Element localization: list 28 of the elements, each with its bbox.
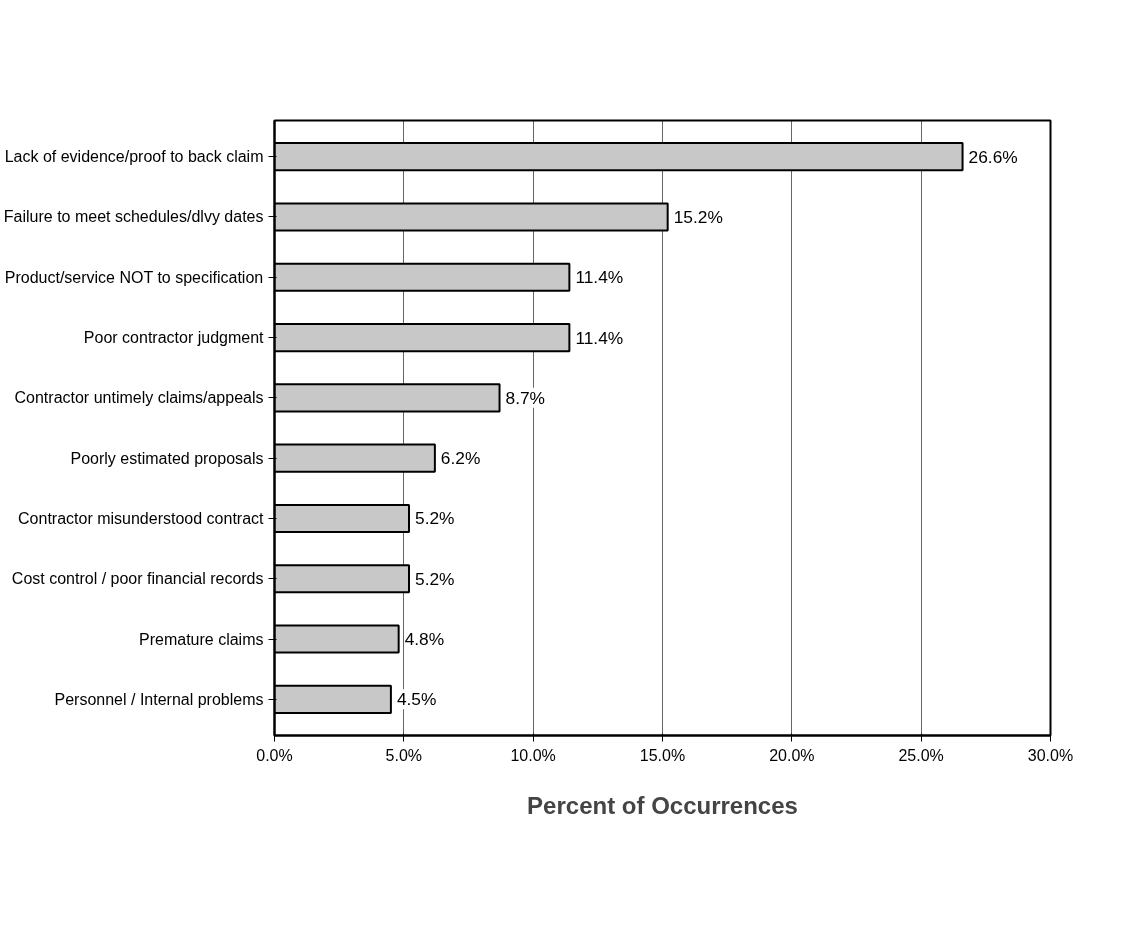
y-tick-label: Failure to meet schedules/dlvy dates — [3, 208, 264, 226]
y-tick-label: Product/service NOT to specification — [4, 268, 264, 286]
data-label: 26.6% — [968, 146, 1018, 167]
x-tick-label: 15.0% — [639, 746, 686, 764]
data-label: 11.4% — [575, 267, 624, 288]
x-tick-label: 30.0% — [1027, 746, 1074, 764]
x-tick-label: 25.0% — [898, 746, 944, 764]
x-tick-label: 10.0% — [510, 746, 556, 764]
x-tick-label: 5.0% — [385, 746, 423, 764]
data-label: 11.4% — [575, 327, 624, 348]
data-label: 4.8% — [404, 629, 445, 650]
x-axis-title: Percent of Occurrences — [527, 791, 798, 819]
y-tick-label: Contractor untimely claims/appeals — [14, 389, 264, 407]
y-tick-label: Contractor misunderstood contract — [18, 509, 265, 527]
data-label: 4.5% — [396, 689, 437, 710]
y-tick-label: Poorly estimated proposals — [70, 449, 264, 467]
y-tick-label: Premature claims — [139, 630, 264, 648]
data-label: 8.7% — [505, 387, 546, 408]
x-tick-label: 20.0% — [769, 746, 815, 764]
data-label: 15.2% — [673, 206, 723, 227]
y-tick-label: Poor contractor judgment — [83, 329, 265, 347]
data-label: 5.2% — [415, 508, 455, 529]
y-tick-label: Personnel / Internal problems — [54, 690, 264, 708]
y-tick-label: Cost control / poor financial records — [11, 570, 264, 588]
y-tick-label: Lack of evidence/proof to back claim — [4, 148, 264, 166]
x-tick-label: 0.0% — [256, 746, 293, 764]
data-label: 5.2% — [415, 568, 455, 589]
data-label: 6.2% — [440, 448, 481, 469]
